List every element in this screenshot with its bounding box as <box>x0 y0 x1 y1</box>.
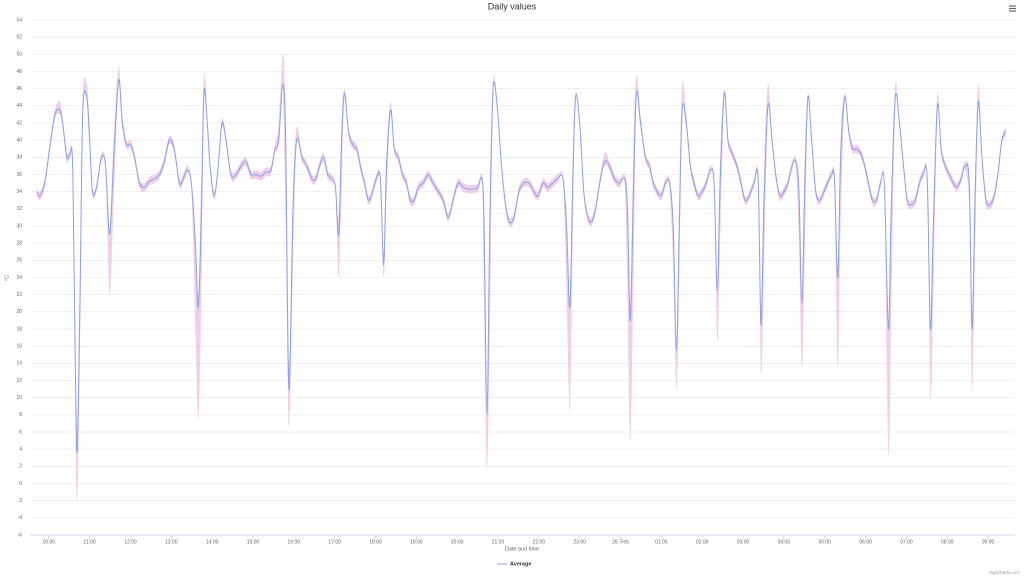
y-tick-label: 32 <box>16 206 22 212</box>
menu-button[interactable] <box>1006 3 1018 14</box>
x-tick-label: 11:00 <box>84 539 96 545</box>
x-tick-label: 12:00 <box>124 539 137 545</box>
y-tick-label: 24 <box>16 275 22 281</box>
y-tick-label: 12 <box>16 378 22 384</box>
y-tick-label: 10 <box>16 395 22 401</box>
x-tick-label: 09:00 <box>982 539 995 545</box>
y-tick-label: 6 <box>19 429 22 435</box>
y-tick-label: 16 <box>16 343 22 349</box>
x-tick-label: 02:00 <box>696 539 709 545</box>
x-tick-label: 15:00 <box>247 539 260 545</box>
range-area <box>36 54 1007 503</box>
y-tick-label: 38 <box>16 155 22 161</box>
x-tick-label: 18:00 <box>369 539 382 545</box>
x-tick-label: 17:00 <box>328 539 341 545</box>
y-tick-label: 2 <box>19 464 22 470</box>
x-tick-label: 23:00 <box>573 539 586 545</box>
y-tick-label: 46 <box>16 86 22 92</box>
y-tick-label: 4 <box>19 446 22 452</box>
x-axis-title: Date and time <box>505 546 539 552</box>
legend-label: Average <box>510 561 532 567</box>
x-tick-label: 21:00 <box>492 539 505 545</box>
y-tick-label: 20 <box>16 309 22 315</box>
y-axis-title: °C <box>4 275 10 281</box>
y-tick-label: 44 <box>16 103 22 109</box>
average-line <box>36 79 1007 453</box>
y-tick-label: 14 <box>16 361 22 367</box>
x-tick-label: 13:00 <box>165 539 178 545</box>
x-tick-label: 01:00 <box>655 539 668 545</box>
y-tick-label: 36 <box>16 172 22 178</box>
credits: Highcharts.com <box>989 570 1021 575</box>
x-tick-label: 16:00 <box>288 539 301 545</box>
y-tick-label: -4 <box>18 515 23 521</box>
y-tick-label: 30 <box>16 223 22 229</box>
x-tick-label: 19:00 <box>410 539 423 545</box>
y-tick-label: 28 <box>16 240 22 246</box>
chart-title: Daily values <box>488 1 537 11</box>
y-tick-label: 0 <box>19 481 22 487</box>
y-tick-label: 40 <box>16 137 22 143</box>
x-tick-label: 22:00 <box>533 539 546 545</box>
x-tick-label: 08:00 <box>941 539 954 545</box>
x-tick-label: 14:00 <box>206 539 219 545</box>
y-tick-label: 54 <box>16 17 22 23</box>
x-tick-label: 05:00 <box>818 539 831 545</box>
y-tick-label: 52 <box>16 34 22 40</box>
y-tick-label: 18 <box>16 326 22 332</box>
x-tick-label: 07:00 <box>900 539 913 545</box>
y-tick-label: 50 <box>16 52 22 58</box>
y-tick-label: 22 <box>16 292 22 298</box>
y-tick-label: 48 <box>16 69 22 75</box>
x-tick-label: 26. Feb <box>612 539 629 545</box>
x-tick-label: 03:00 <box>737 539 750 545</box>
y-tick-label: 26 <box>16 258 22 264</box>
y-tick-label: 42 <box>16 120 22 126</box>
x-tick-label: 06:00 <box>859 539 872 545</box>
x-tick-label: 10:00 <box>43 539 56 545</box>
y-tick-label: -2 <box>18 498 23 504</box>
y-tick-label: 34 <box>16 189 22 195</box>
y-tick-label: -6 <box>18 532 23 538</box>
y-tick-label: 8 <box>19 412 22 418</box>
x-tick-label: 04:00 <box>778 539 791 545</box>
x-tick-label: 20:00 <box>451 539 464 545</box>
